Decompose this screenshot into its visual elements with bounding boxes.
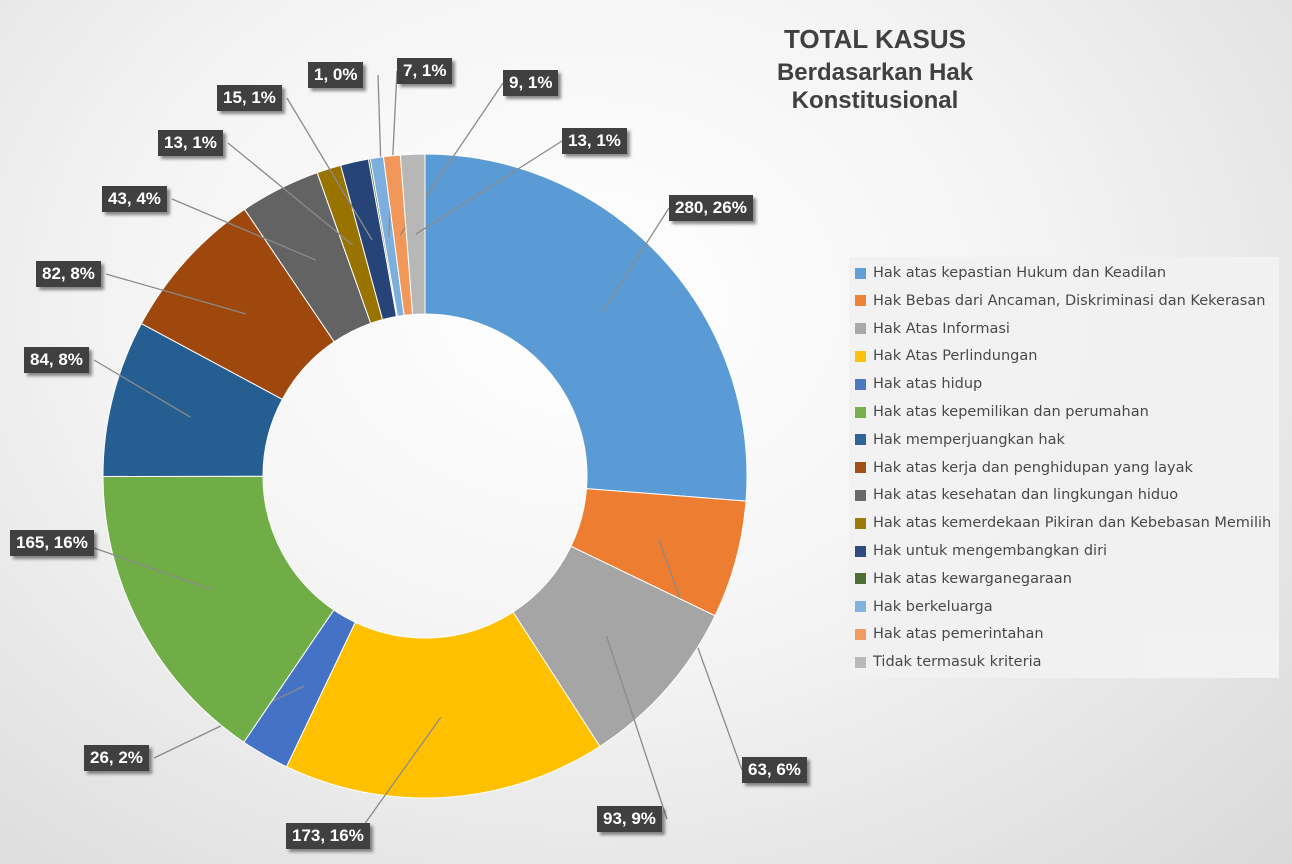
legend-item: Tidak termasuk kriteria — [855, 651, 1041, 673]
leader-line — [605, 635, 668, 820]
legend-item: Hak berkeluarga — [855, 596, 993, 618]
legend-swatch — [855, 656, 866, 668]
legend-swatch — [855, 462, 866, 474]
data-label: 93, 9% — [597, 806, 662, 832]
legend-label: Hak Atas Perlindungan — [873, 348, 1038, 365]
legend-swatch — [855, 628, 866, 640]
legend-swatch — [855, 295, 866, 307]
data-label: 26, 2% — [84, 745, 149, 771]
legend-label: Hak untuk mengembangkan diri — [873, 543, 1108, 559]
legend-label: Hak Bebas dari Ancaman, Diskriminasi dan… — [873, 292, 1266, 309]
chart-title-block: TOTAL KASUS Berdasarkan Hak Konstitusion… — [700, 24, 1050, 115]
legend-swatch — [855, 517, 866, 529]
data-label: 165, 16% — [10, 530, 94, 556]
legend-item: Hak atas kesehatan dan lingkungan hiduo — [855, 484, 1178, 506]
chart-subtitle: Berdasarkan Hak Konstitusional — [776, 59, 974, 114]
donut-slice — [424, 153, 748, 502]
leader-line — [286, 97, 373, 241]
legend-swatch — [855, 406, 866, 418]
legend-swatch — [855, 378, 866, 390]
data-label: 43, 4% — [102, 186, 167, 212]
leader-line — [415, 140, 563, 235]
legend-label: Tidak termasuk kriteria — [873, 654, 1042, 671]
leader-line — [602, 207, 670, 313]
data-label: 63, 6% — [742, 757, 807, 783]
legend-label: Hak atas kemerdekaan Pikiran dan Kebebas… — [873, 515, 1272, 532]
legend-label: Hak atas kerja dan penghidupan yang laya… — [873, 459, 1193, 476]
legend-item: Hak atas kepemilikan dan perumahan — [855, 401, 1149, 423]
legend: Hak atas kepastian Hukum dan Keadilan Hak… — [849, 257, 1279, 678]
legend-label: Hak Atas Informasi — [873, 320, 1010, 337]
legend-item: Hak atas kepastian Hukum dan Keadilan — [855, 262, 1166, 284]
legend-swatch — [855, 350, 866, 362]
legend-swatch — [855, 601, 866, 613]
legend-label: Hak atas kepemilikan dan perumahan — [873, 404, 1149, 420]
donut-slice — [285, 611, 601, 799]
legend-item: Hak atas hidup — [855, 373, 982, 395]
legend-label: Hak atas kepastian Hukum dan Keadilan — [873, 265, 1167, 281]
data-label: 13, 1% — [562, 128, 627, 154]
legend-swatch — [855, 434, 866, 446]
data-label: 82, 8% — [36, 261, 101, 287]
donut-slice — [102, 475, 335, 743]
legend-item: Hak memperjuangkan hak — [855, 429, 1065, 451]
leader-line — [171, 198, 317, 261]
legend-swatch — [855, 489, 866, 501]
leader-line — [105, 273, 246, 315]
legend-item: Hak atas kewarganegaraan — [855, 568, 1072, 590]
legend-label: Hak atas pemerintahan — [873, 626, 1044, 643]
data-label: 173, 16% — [286, 823, 370, 849]
legend-swatch — [855, 323, 866, 335]
data-label: 7, 1% — [397, 58, 453, 84]
data-label: 1, 0% — [308, 62, 364, 88]
data-label: 280, 26% — [669, 195, 753, 221]
legend-label: Hak memperjuangkan hak — [873, 431, 1065, 448]
chart-title: TOTAL KASUS — [783, 24, 966, 54]
legend-label: Hak atas kesehatan dan lingkungan hiduo — [873, 487, 1179, 504]
data-label: 15, 1% — [217, 85, 282, 111]
legend-swatch — [855, 545, 866, 557]
legend-label: Hak atas hidup — [873, 376, 983, 393]
donut-slice — [399, 153, 426, 316]
leader-line — [658, 538, 743, 771]
legend-item: Hak atas kerja dan penghidupan yang laya… — [855, 457, 1193, 479]
data-label: 84, 8% — [24, 347, 89, 373]
legend-item: Hak untuk mengembangkan diri — [855, 540, 1107, 562]
legend-item: Hak atas kemerdekaan Pikiran dan Kebebas… — [855, 512, 1271, 534]
legend-label: Hak berkeluarga — [873, 598, 993, 615]
legend-item: Hak Atas Informasi — [855, 318, 1010, 340]
leader-line — [79, 542, 212, 590]
leader-line — [227, 142, 354, 246]
legend-label: Hak atas kewarganegaraan — [873, 570, 1072, 587]
leader-line — [93, 359, 191, 418]
legend-item: Hak Atas Perlindungan — [855, 345, 1037, 367]
data-label: 9, 1% — [503, 70, 559, 96]
legend-swatch — [855, 267, 866, 279]
legend-swatch — [855, 573, 866, 585]
data-label: 13, 1% — [158, 130, 223, 156]
leader-line — [355, 717, 442, 837]
legend-item: Hak Bebas dari Ancaman, Diskriminasi dan… — [855, 290, 1265, 312]
legend-item: Hak atas pemerintahan — [855, 623, 1044, 645]
